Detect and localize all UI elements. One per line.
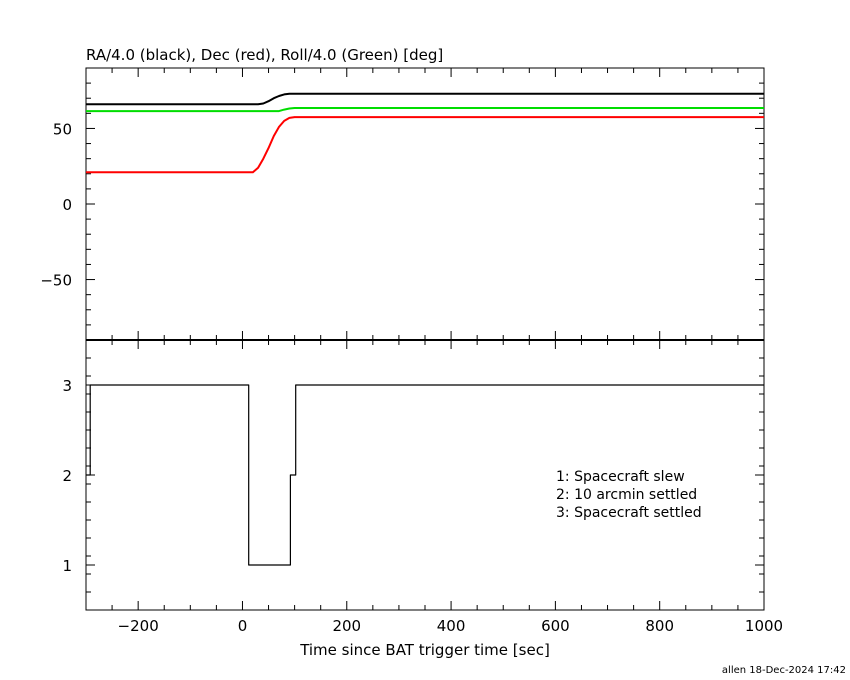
x-tick-label: −200 (118, 617, 159, 635)
x-tick-label: 800 (645, 617, 674, 635)
y-tick-label: 0 (62, 196, 72, 214)
y-tick-label: 2 (62, 467, 72, 485)
y-tick-label: 1 (62, 557, 72, 575)
top-series-line-2 (86, 107, 764, 113)
y-tick-label: 3 (62, 377, 72, 395)
y-tick-label: 50 (53, 120, 72, 138)
legend-entry: 2: 10 arcmin settled (556, 487, 697, 503)
top-panel-ticks: −50 0 50 (40, 68, 765, 340)
chart-title: RA/4.0 (black), Dec (red), Roll/4.0 (Gre… (86, 46, 443, 64)
x-tick-label: 0 (238, 617, 248, 635)
bottom-panel: −200 0 200 400 600 800 1000 1 2 3 1: Spacecraft s… (62, 339, 783, 635)
y-tick-label: −50 (40, 272, 72, 290)
legend-entry: 1: Spacecraft slew (556, 469, 685, 485)
top-series-line-0 (86, 92, 764, 106)
x-tick-label: 1000 (745, 617, 783, 635)
settle-legend: 1: Spacecraft slew 2: 10 arcmin settled 3:… (556, 469, 702, 521)
x-tick-label: 200 (332, 617, 361, 635)
top-series-line-1 (86, 116, 764, 174)
x-tick-label: 400 (437, 617, 466, 635)
top-panel: −50 0 50 (40, 67, 765, 341)
footer-stamp: allen 18-Dec-2024 17:42 (722, 665, 846, 676)
top-panel-series (86, 92, 764, 174)
legend-entry: 3: Spacecraft settled (556, 505, 702, 521)
bottom-series-line-0 (86, 384, 764, 566)
bottom-panel-series (86, 384, 764, 566)
x-axis-label: Time since BAT trigger time [sec] (299, 641, 550, 659)
x-tick-label: 600 (541, 617, 570, 635)
